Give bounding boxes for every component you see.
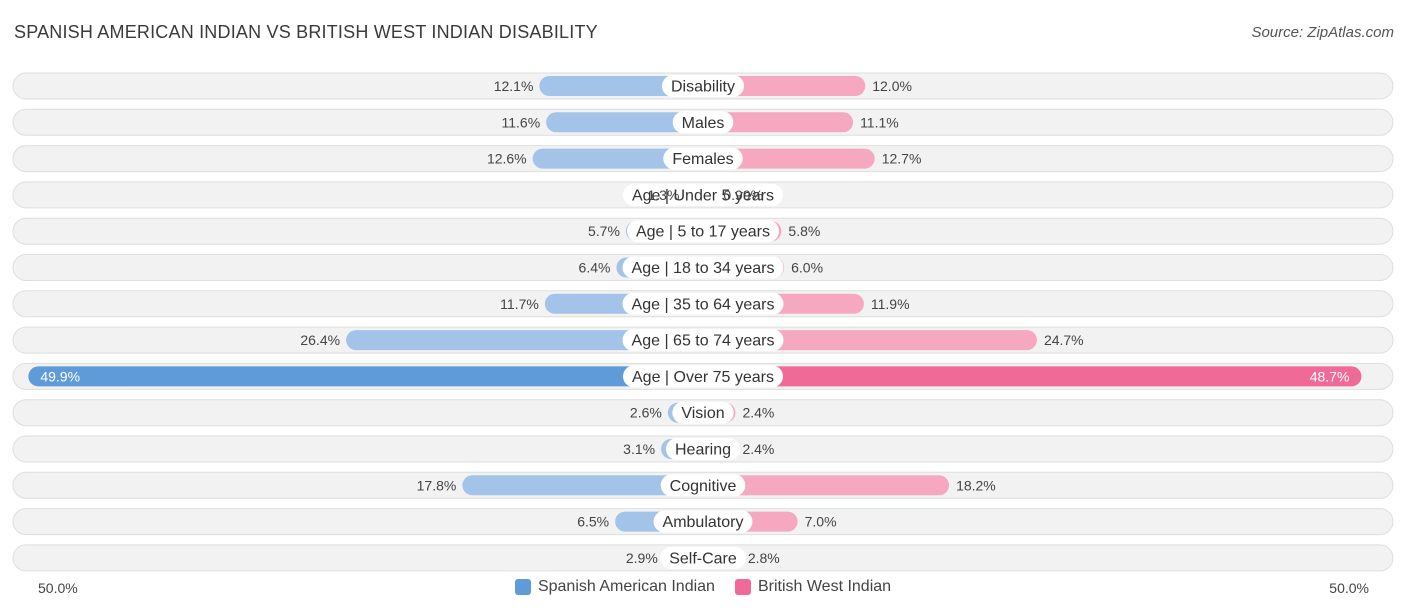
- value-label-right: 11.1%: [860, 114, 899, 130]
- value-label-left: 3.1%: [623, 441, 655, 457]
- category-label-background: [622, 292, 784, 315]
- source-label: Source: ZipAtlas.com: [1251, 24, 1394, 41]
- bar-right: [703, 148, 875, 169]
- table-row: Disability 12.1% 12.0%: [12, 72, 1394, 100]
- category-label-background: [672, 401, 734, 424]
- bar-left: [28, 366, 704, 387]
- category-label-background: [653, 510, 753, 533]
- value-label-left: 12.1%: [494, 78, 534, 94]
- value-label-right: 2.4%: [742, 441, 774, 457]
- category-label: Hearing: [675, 442, 731, 459]
- table-row: Females 12.6% 12.7%: [12, 145, 1394, 173]
- category-label-background: [622, 183, 784, 206]
- value-label-right: 11.9%: [871, 296, 910, 312]
- bar-left: [539, 76, 703, 96]
- bar-right: [703, 76, 866, 96]
- table-row: Age | 65 to 74 years 26.4% 24.7%: [12, 326, 1394, 354]
- chart-title: SPANISH AMERICAN INDIAN VS BRITISH WEST …: [14, 22, 598, 42]
- value-label-left: 5.7%: [588, 223, 620, 239]
- category-label-background: [661, 75, 745, 97]
- category-label: Age | 65 to 74 years: [632, 333, 775, 350]
- value-label-left: 2.9%: [626, 550, 658, 566]
- bar-right: [703, 112, 854, 133]
- value-label-right: 6.0%: [791, 260, 823, 276]
- value-label-right: 12.7%: [882, 151, 922, 167]
- category-label: Age | Under 5 years: [632, 187, 774, 204]
- bar-right: [703, 330, 1037, 351]
- value-label-left: 6.5%: [577, 514, 609, 530]
- bar-left: [462, 475, 703, 496]
- table-row: Age | 18 to 34 years 6.4% 6.0%: [12, 254, 1394, 281]
- legend-label-left: Spanish American Indian: [537, 578, 715, 595]
- table-row: Vision 2.6% 2.4%: [12, 399, 1394, 427]
- table-row: Males 11.6% 11.1%: [12, 108, 1394, 136]
- legend-swatch-right: [734, 579, 751, 595]
- value-label-right: 5.8%: [788, 223, 820, 239]
- value-label-left: 1.3%: [648, 187, 680, 203]
- category-label: Cognitive: [670, 478, 737, 495]
- legend: Spanish American Indian British West Ind…: [0, 578, 1406, 596]
- table-row: Age | Over 75 years 49.9% 48.7%: [12, 362, 1394, 390]
- table-row: Age | 35 to 64 years 11.7% 11.9%: [12, 290, 1394, 318]
- value-label-left: 11.6%: [501, 114, 540, 130]
- category-label: Females: [672, 151, 733, 168]
- category-label-background: [622, 256, 784, 279]
- legend-item-left: Spanish American Indian: [514, 578, 715, 596]
- bar-left: [532, 148, 703, 169]
- table-row: Hearing 3.1% 2.4%: [12, 435, 1394, 463]
- value-label-right: 18.2%: [956, 477, 996, 493]
- legend-swatch-left: [514, 579, 531, 595]
- category-label-background: [665, 438, 741, 460]
- category-label-background: [623, 365, 783, 388]
- axis-label-left: 50.0%: [38, 580, 78, 596]
- bar-left: [546, 112, 703, 133]
- category-label-background: [622, 329, 784, 352]
- bar-left: [346, 330, 703, 351]
- value-label-right: 2.8%: [748, 550, 780, 566]
- category-label-background: [672, 111, 734, 134]
- value-label-left: 17.8%: [417, 477, 457, 493]
- bar-right: [703, 366, 1362, 387]
- category-label: Age | 18 to 34 years: [632, 260, 775, 277]
- category-label: Self-Care: [669, 550, 737, 567]
- table-row: Ambulatory 6.5% 7.0%: [12, 508, 1394, 536]
- category-label: Vision: [681, 405, 724, 422]
- table-row: Cognitive 17.8% 18.2%: [12, 471, 1394, 499]
- legend-item-right: British West Indian: [734, 578, 892, 596]
- axis-label-right: 50.0%: [1329, 580, 1369, 596]
- category-label: Age | 5 to 17 years: [636, 224, 770, 241]
- category-label: Disability: [671, 79, 735, 96]
- category-label-background: [660, 474, 746, 497]
- legend-label-right: British West Indian: [757, 578, 892, 595]
- value-label-right: 7.0%: [805, 514, 837, 530]
- bar-right: [703, 475, 950, 496]
- value-label-left: 26.4%: [300, 332, 340, 348]
- value-label-left: 6.4%: [579, 260, 611, 276]
- table-row: Self-Care 2.9% 2.8%: [12, 544, 1394, 572]
- value-label-left: 11.7%: [500, 296, 539, 312]
- category-label: Age | Over 75 years: [632, 369, 774, 386]
- value-label-left: 12.6%: [487, 151, 527, 167]
- category-label-background: [660, 546, 746, 569]
- value-label-right: 12.0%: [872, 78, 912, 94]
- category-label-background: [663, 147, 743, 170]
- category-label: Ambulatory: [663, 514, 744, 531]
- category-label-background: [626, 220, 780, 243]
- value-label-right: 2.4%: [742, 405, 774, 421]
- value-label-left: 49.9%: [40, 368, 80, 384]
- table-row: Age | 5 to 17 years 5.7% 5.8%: [12, 217, 1394, 245]
- value-label-right: 48.7%: [1310, 368, 1350, 384]
- category-label: Age | 35 to 64 years: [632, 296, 775, 313]
- value-label-right: 0.99%: [723, 187, 763, 203]
- value-label-right: 24.7%: [1044, 332, 1084, 348]
- category-label: Males: [682, 115, 725, 132]
- value-label-left: 2.6%: [630, 405, 662, 421]
